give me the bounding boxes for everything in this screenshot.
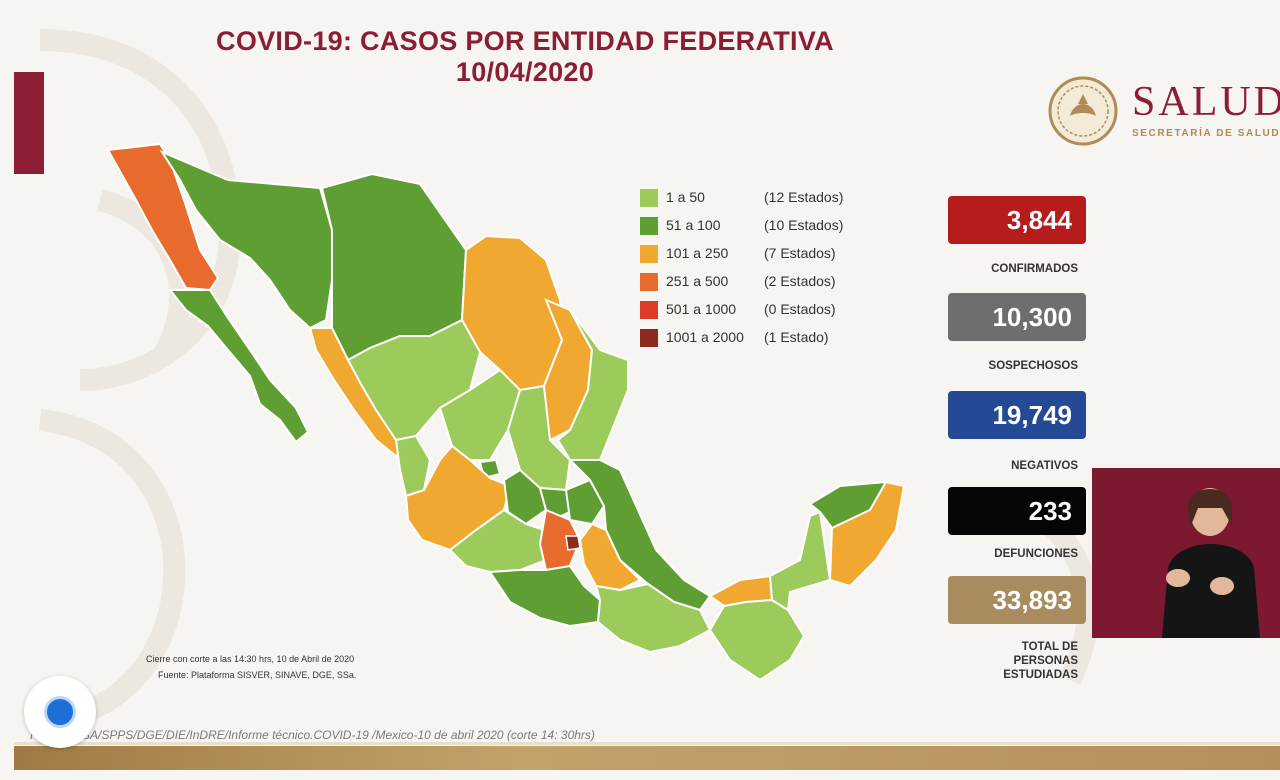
stat-value-box: 19,749 [948,391,1086,439]
state-guerrero [488,564,602,628]
state-campeche [768,510,832,612]
legend-swatch [640,189,658,207]
interpreter-figure-icon [1092,468,1280,638]
stat-label: DEFUNCIONES [994,548,1078,560]
record-button[interactable] [24,676,96,748]
footer-bar [14,746,1280,770]
title-date: 10/04/2020 [455,57,595,87]
legend-range: 101 a 250 [666,245,729,261]
legend-range: 51 a 100 [666,217,721,233]
legend-count: (0 Estados) [764,301,836,317]
legend-count: (10 Estados) [764,217,844,233]
stat-label: TOTAL DE PERSONAS ESTUDIADAS [940,640,1078,682]
legend-row: 101 a 250 (7 Estados) [640,242,860,270]
stat-label: SOSPECHOSOS [988,360,1078,372]
stat-label-line: ESTUDIADAS [1003,669,1078,681]
legend-swatch [640,245,658,263]
state-ciudad-de-mexico [565,535,581,551]
cut-note: Cierre con corte a las 14:30 hrs, 10 de … [146,654,355,664]
mexico-map [106,142,906,682]
footer-source: Fuente: SSA/SPPS/DGE/DIE/InDRE/Informe t… [30,728,595,742]
legend-swatch [640,301,658,319]
legend-swatch [640,329,658,347]
source-note: Fuente: Plataforma SISVER, SINAVE, DGE, … [158,670,357,680]
stat-value-box: 10,300 [948,293,1086,341]
legend-range: 251 a 500 [666,273,729,289]
stat-label: CONFIRMADOS [991,263,1078,275]
salud-logo: SALUD SECRETARÍA DE SALUD [1048,76,1280,152]
state-quintana-roo [828,480,906,588]
page-title: COVID-19: CASOS POR ENTIDAD FEDERATIVA 1… [150,26,900,88]
legend-swatch [640,273,658,291]
legend-row: 251 a 500 (2 Estados) [640,270,860,298]
legend-row: 1 a 50 (12 Estados) [640,186,860,214]
legend-row: 501 a 1000 (0 Estados) [640,298,860,326]
stat-value-box: 233 [948,487,1086,535]
stat-value-box: 33,893 [948,576,1086,624]
state-sonora [159,149,333,330]
sign-language-interpreter [1092,468,1280,638]
legend-range: 1 a 50 [666,189,705,205]
stat-label-line: PERSONAS [1013,655,1078,667]
legend-range: 501 a 1000 [666,301,737,317]
footer-strip [14,742,1280,745]
legend-count: (2 Estados) [764,273,836,289]
map-legend: 1 a 50 (12 Estados) 51 a 100 (10 Estados) 10… [640,186,860,354]
title-line-1: COVID-19: CASOS POR ENTIDAD FEDERATIVA [216,26,834,56]
national-seal-icon [1048,76,1118,146]
legend-row: 1001 a 2000 (1 Estado) [640,326,860,354]
logo-subtitle: SECRETARÍA DE SALUD [1132,128,1280,139]
legend-count: (1 Estado) [764,329,829,345]
legend-count: (7 Estados) [764,245,836,261]
state-oaxaca [594,582,712,654]
legend-row: 51 a 100 (10 Estados) [640,214,860,242]
legend-swatch [640,217,658,235]
state-hidalgo [564,478,606,526]
state-baja-california-sur [167,289,310,444]
left-accent-band [14,72,44,174]
logo-brand-text: SALUD [1132,79,1280,125]
record-button-icon [44,696,76,728]
legend-range: 1001 a 2000 [666,329,744,345]
legend-count: (12 Estados) [764,189,844,205]
stat-label: NEGATIVOS [1011,460,1078,472]
stat-value-box: 3,844 [948,196,1086,244]
stat-label-line: TOTAL DE [1021,641,1078,653]
state-chiapas [708,598,806,682]
